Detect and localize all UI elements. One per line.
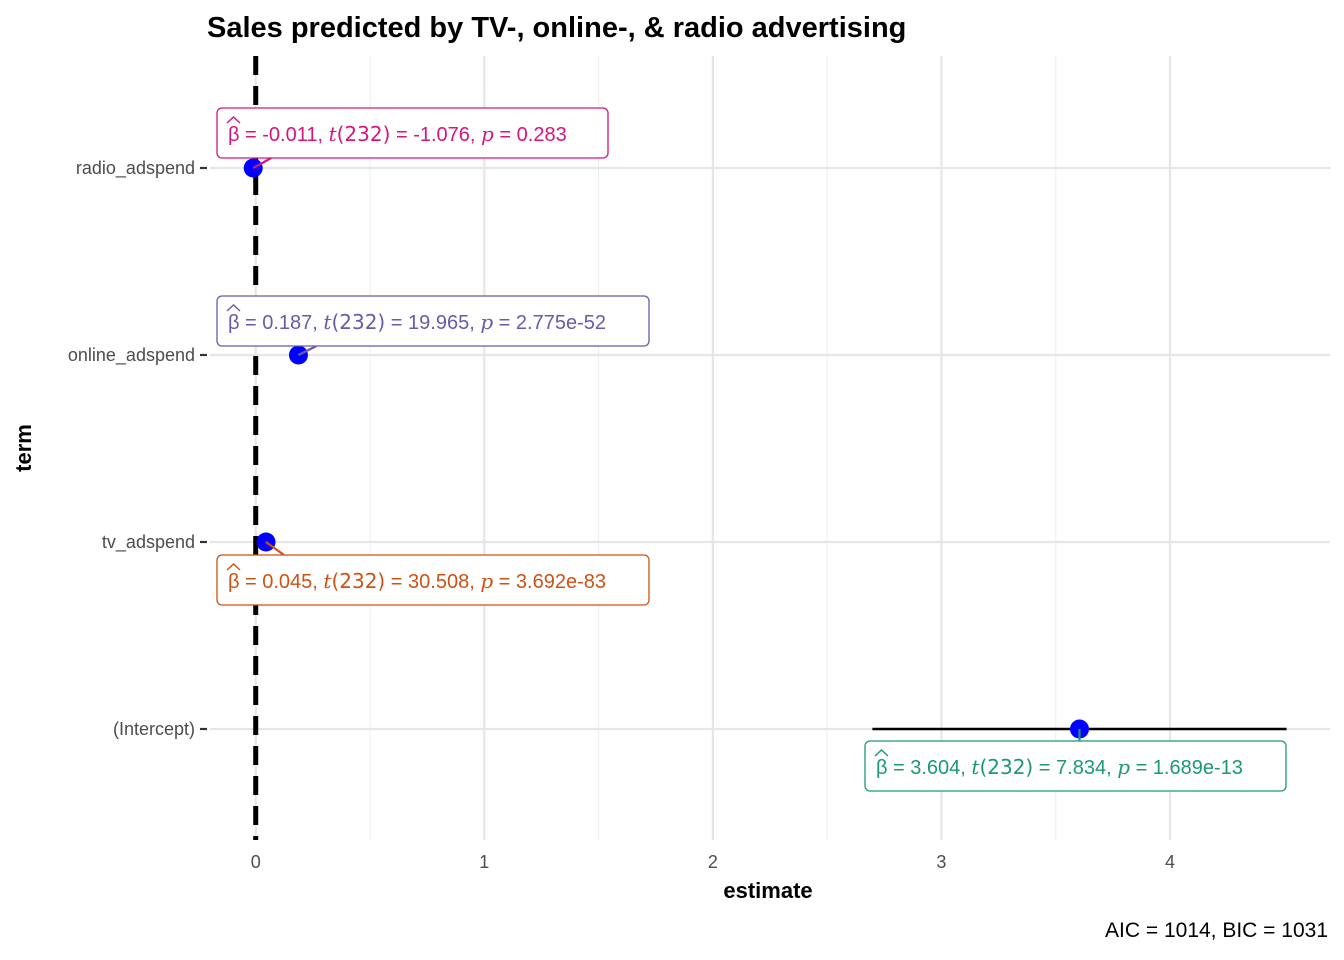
y-tick-label: radio_adspend (76, 158, 195, 179)
beta-hat-symbol: β (228, 312, 240, 334)
y-axis-title: term (11, 424, 36, 472)
coefficient-label-text: = 3.604, t(232) = 7.834, p = 1.689e-13 (893, 755, 1243, 779)
hat-mark (874, 749, 889, 757)
x-tick-label: 4 (1165, 852, 1175, 872)
coefficient-label-text: = 0.045, t(232) = 30.508, p = 3.692e-83 (245, 569, 606, 593)
coefficient-label-box (216, 107, 609, 159)
x-tick-label: 2 (708, 852, 718, 872)
chart-title: Sales predicted by TV-, online-, & radio… (207, 12, 906, 44)
label-leader-line (252, 157, 272, 169)
x-tick-label: 3 (936, 852, 946, 872)
coefficient-label-text: = -0.011, t(232) = -1.076, p = 0.283 (245, 122, 567, 146)
coefficient-label-box (864, 740, 1287, 792)
hat-mark (226, 563, 241, 571)
coefficient-label-box (216, 554, 650, 606)
y-tick-label: online_adspend (68, 345, 195, 366)
x-axis-title: estimate (723, 878, 812, 903)
y-axis: radio_adspend online_adspend tv_adspend (In… (68, 158, 207, 739)
label-leader-line (265, 541, 285, 556)
label-leader-line (297, 345, 317, 356)
hat-mark (226, 304, 241, 312)
x-axis: 0 1 2 3 4 (251, 852, 1175, 872)
coefficient-label-box (216, 295, 650, 347)
coefficient-marks (243, 158, 1287, 739)
x-tick-label: 1 (479, 852, 489, 872)
beta-hat-symbol: β (228, 571, 240, 593)
beta-hat-symbol: β (876, 757, 888, 779)
grid (210, 56, 1330, 840)
x-tick-label: 0 (251, 852, 261, 872)
coefficient-label-text: = 0.187, t(232) = 19.965, p = 2.775e-52 (245, 310, 606, 334)
model-fit-caption: AIC = 1014, BIC = 1031 (1105, 919, 1328, 942)
beta-hat-symbol: β (228, 124, 240, 146)
y-tick-label: tv_adspend (102, 532, 195, 553)
hat-mark (226, 116, 241, 124)
y-tick-label: (Intercept) (113, 719, 195, 739)
